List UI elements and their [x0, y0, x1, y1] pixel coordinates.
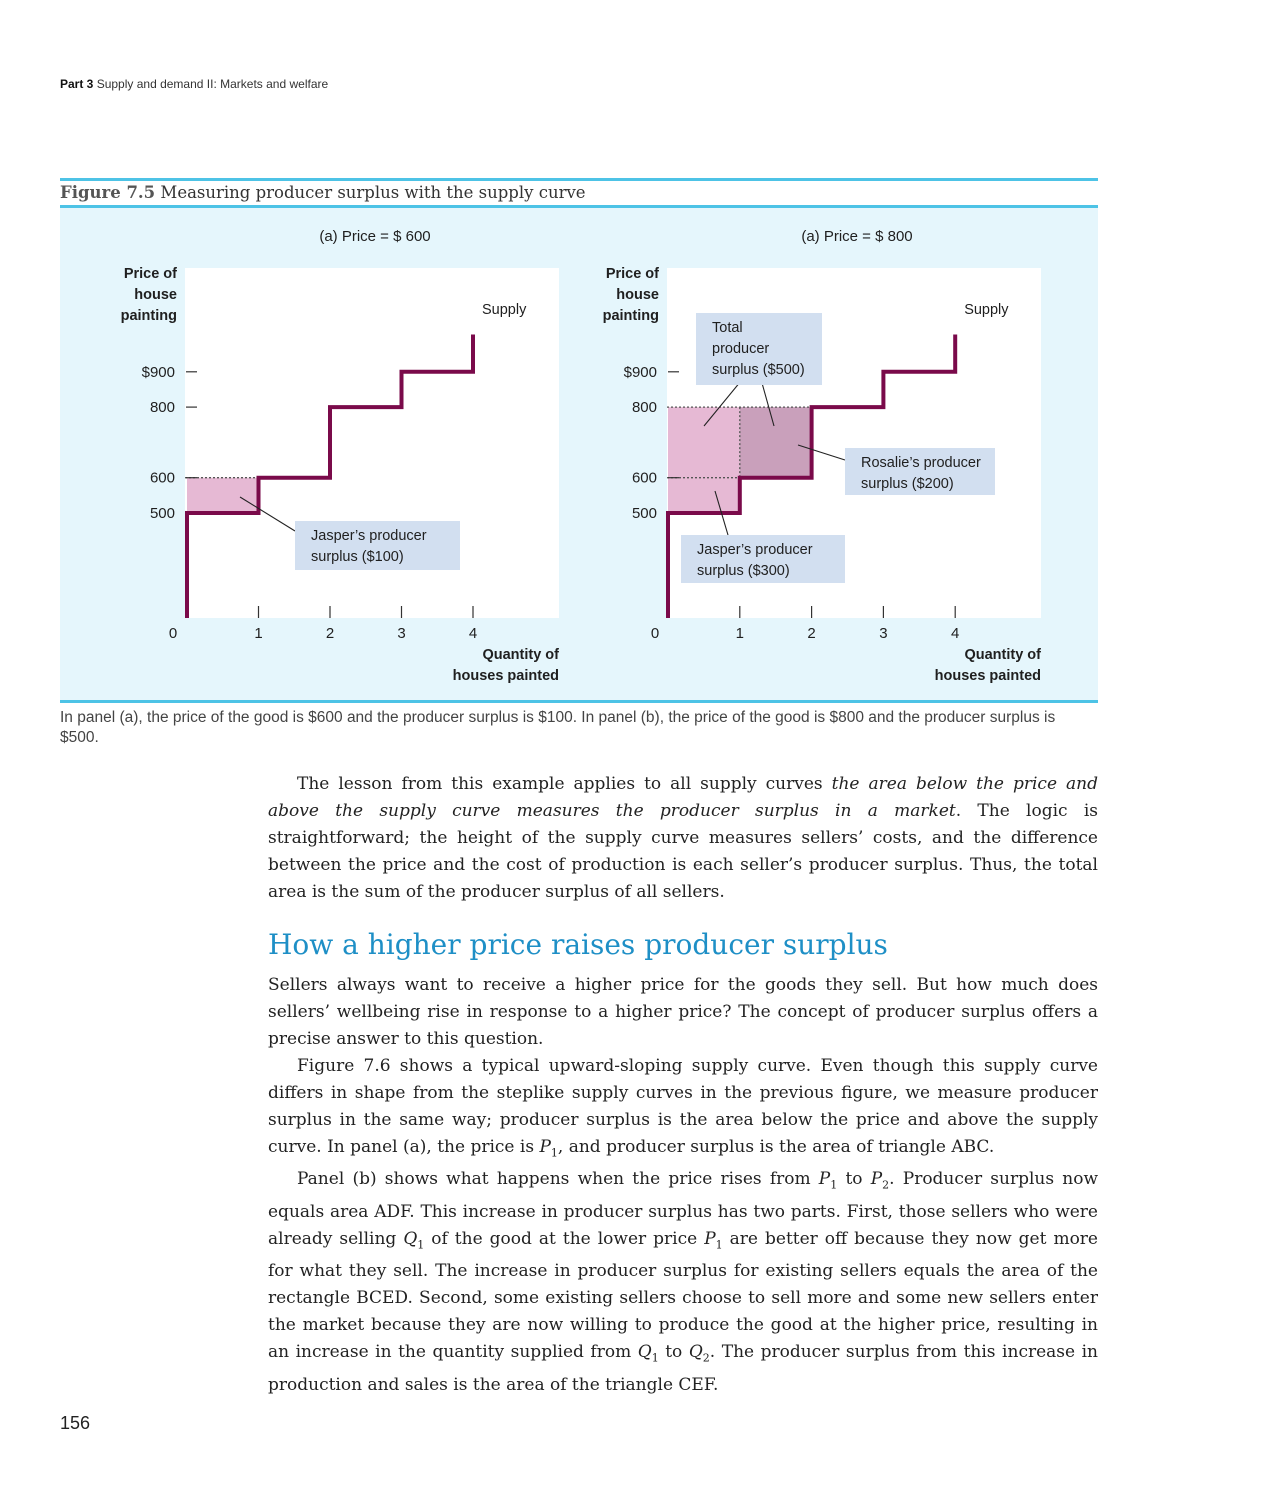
y-tick-label: $900 — [142, 364, 175, 381]
body-paragraph-2: Sellers always want to receive a higher … — [268, 975, 1098, 1049]
figure-note: In panel (a), the price of the good is $… — [60, 709, 1056, 746]
para1-plain: The lesson from this example applies to … — [297, 774, 832, 794]
x-axis-label-line: Quantity of — [964, 647, 1041, 663]
supply-label: Supply — [964, 302, 1009, 318]
callout-text: surplus ($500) — [712, 362, 805, 378]
y-tick-label: 500 — [150, 505, 175, 522]
callout-text: producer — [712, 341, 769, 357]
para4-c: . Producer surplus now equals area ADF. … — [268, 1169, 1099, 1249]
x-tick-label: 3 — [397, 625, 405, 642]
surplus-region — [739, 407, 812, 478]
x-tick-label: 2 — [807, 625, 815, 642]
chart-title: (a) Price = $ 800 — [801, 228, 912, 245]
y-axis-label-line: house — [616, 287, 659, 303]
sub-2: 2 — [882, 1178, 890, 1192]
x-axis-label-line: houses painted — [453, 668, 559, 684]
sym-q1-b: Q — [637, 1342, 652, 1363]
y-axis-label-line: house — [134, 287, 177, 303]
body-paragraph-3: Figure 7.6 shows a typical upward-slopin… — [268, 1053, 1098, 1166]
x-axis-label-line: houses painted — [935, 668, 1041, 684]
figure-top-rule — [60, 178, 1098, 181]
body-paragraph-1: The lesson from this example applies to … — [268, 771, 1098, 906]
figure-label: Figure 7.5 — [60, 183, 156, 202]
para3-b: , and producer surplus is the area of tr… — [557, 1137, 995, 1157]
page-number: 156 — [60, 1413, 91, 1433]
sub-1-c: 1 — [417, 1238, 425, 1252]
chart-title: (a) Price = $ 600 — [319, 228, 430, 245]
callout-text: surplus ($200) — [861, 476, 954, 492]
origin-label: 0 — [169, 625, 177, 642]
y-tick-label: $900 — [624, 364, 657, 381]
x-axis-label-line: Quantity of — [482, 647, 559, 663]
callout-text: Jasper’s producer — [697, 542, 813, 558]
sym-q1: Q — [403, 1228, 418, 1249]
para4-g: . The producer surplus from this increas… — [268, 1342, 1098, 1395]
supply-curve — [185, 334, 475, 618]
para3-a: Figure 7.6 shows a typical upward-slopin… — [268, 1056, 1098, 1157]
y-axis-label-line: painting — [121, 308, 177, 324]
sub-1-b: 1 — [830, 1178, 838, 1192]
para1-rest: . The logic is straightforward; the heig… — [268, 801, 1099, 902]
section-heading: How a higher price raises producer surpl… — [268, 928, 888, 961]
callout-text: Jasper’s producer — [311, 528, 427, 544]
sym-p1-c: P — [704, 1228, 716, 1249]
x-tick-label: 4 — [951, 625, 959, 642]
figure-charts: (a) Price = $ 600 Price of house painting Qu… — [121, 228, 1042, 684]
x-tick-label: 1 — [736, 625, 744, 642]
x-tick-label: 2 — [326, 625, 334, 642]
running-head: Part 3 Supply and demand II: Markets and… — [60, 77, 328, 91]
callout-text: surplus ($100) — [311, 549, 404, 565]
callout-box — [295, 521, 460, 570]
surplus-region — [187, 477, 259, 513]
callout-box — [681, 535, 845, 583]
callout-text: surplus ($300) — [697, 563, 790, 579]
callout-text: Total — [712, 320, 743, 336]
surplus-region — [668, 407, 740, 513]
sym-p2: P — [870, 1169, 883, 1190]
sym-p1: P — [539, 1137, 551, 1157]
para4-d: of the good at the lower price — [424, 1228, 705, 1249]
y-axis-label-line: painting — [603, 308, 659, 324]
y-tick-label: 600 — [632, 470, 657, 487]
callout-leader — [714, 490, 729, 536]
running-head-part: Part 3 — [60, 77, 94, 91]
sub-1-e: 1 — [651, 1351, 659, 1365]
y-axis-label-line: Price of — [124, 266, 177, 282]
y-axis-label-line: Price of — [606, 266, 659, 282]
body-paragraph-4: Panel (b) shows what happens when the pr… — [268, 1166, 1098, 1398]
supply-label: Supply — [482, 302, 527, 318]
y-tick-label: 600 — [150, 470, 175, 487]
body-section: Sellers always want to receive a higher … — [268, 972, 1098, 1399]
chart-panel-1: (a) Price = $ 600 Price of house painting Qu… — [121, 228, 560, 684]
x-tick-label: 1 — [254, 625, 262, 642]
y-tick-label: 500 — [632, 505, 657, 522]
y-tick-label: 800 — [632, 399, 657, 416]
origin-label: 0 — [651, 625, 659, 642]
callout-leader — [239, 496, 296, 532]
chart-panel-2: (a) Price = $ 800 Price of house painting Qu… — [603, 228, 1042, 684]
sub-1: 1 — [550, 1146, 558, 1160]
para4-f: to — [658, 1342, 689, 1363]
x-tick-label: 4 — [469, 625, 477, 642]
para4-e: are better off because they now get more… — [268, 1228, 1098, 1363]
para4-b: to — [837, 1169, 871, 1190]
para4-a: Panel (b) shows what happens when the pr… — [297, 1169, 819, 1190]
supply-curve — [666, 334, 958, 618]
callout-leader — [761, 382, 775, 427]
sub-2-b: 2 — [702, 1351, 710, 1365]
sym-q2: Q — [688, 1342, 703, 1363]
sub-1-d: 1 — [715, 1238, 723, 1252]
figure-caption: Figure 7.5 Measuring producer surplus wi… — [60, 183, 586, 202]
running-head-title: Supply and demand II: Markets and welfar… — [96, 77, 329, 91]
figure-title: Measuring producer surplus with the supp… — [160, 183, 586, 202]
callout-box — [845, 448, 995, 495]
callout-box — [696, 313, 822, 385]
para1-italic: the area below the price and above the s… — [268, 774, 1098, 821]
x-tick-label: 3 — [879, 625, 887, 642]
callout-leader — [797, 444, 846, 461]
sym-p1-b: P — [818, 1169, 831, 1190]
callout-text: Rosalie’s producer — [861, 455, 981, 471]
y-tick-label: 800 — [150, 399, 175, 416]
